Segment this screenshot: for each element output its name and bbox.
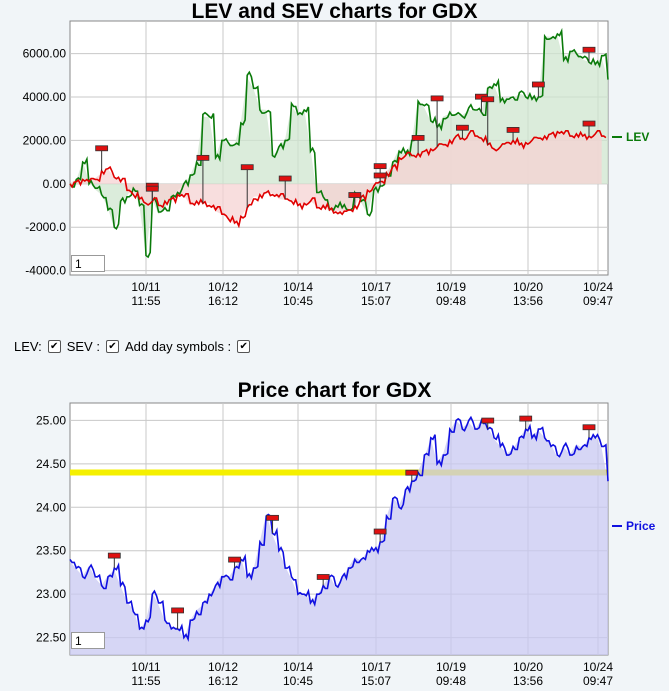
day-marker-flag [519,415,533,422]
y-tick-label: 25.00 [36,413,66,427]
x-tick-time: 16:12 [208,674,238,688]
series-line-lev [69,27,609,259]
x-tick-time: 11:55 [131,294,160,308]
day-marker-flag [582,424,596,431]
x-tick-time: 11:55 [131,674,160,688]
y-tick-label: 2000.00 [23,133,67,147]
x-tick-date: 10/14 [283,280,313,294]
day-marker-flag [582,120,596,127]
chart1-zoom-input[interactable]: 1 [71,255,105,272]
chart2-zoom-input[interactable]: 1 [71,632,105,649]
day-marker-flag [316,574,330,580]
x-tick-time: 09:47 [583,294,613,308]
x-tick-date: 10/19 [436,280,466,294]
x-tick-date: 10/14 [283,660,313,674]
day-marker-flag [145,185,159,192]
day-marker-flag [196,154,210,161]
x-tick-date: 10/20 [513,660,543,674]
day-symbols-checkbox[interactable]: ✔ [237,340,251,353]
x-tick-time: 10:45 [283,294,313,308]
day-marker-flag [171,607,185,614]
x-tick-time: 09:48 [436,674,466,688]
x-tick-date: 10/24 [583,660,613,674]
legend-label-price: Price [626,519,656,533]
day-marker-flag [107,552,121,559]
day-marker-flag [411,135,425,141]
x-tick-time: 09:47 [583,674,613,688]
x-tick-time: 09:48 [436,294,466,308]
chart2-title: Price chart for GDX [237,379,432,402]
series-line-sev [69,130,607,229]
lev-sev-chart: 6000.00 4000.00 2000.00 0.00 -2000.0 -4000.0 1… [23,20,649,308]
x-tick-date: 10/19 [436,660,466,674]
legend-label-lev: LEV [626,130,649,144]
sev-checkbox[interactable]: ✔ [105,340,119,353]
y-tick-label: 24.50 [36,457,66,471]
day-symbols-label: Add day symbols : [124,339,232,354]
day-marker-flag [95,145,109,152]
y-tick-label: 0.00 [43,177,67,191]
series-toggle-controls: LEV: ✔ SEV : ✔ Add day symbols : ✔ [14,339,252,354]
lev-toggle-label: LEV: [14,339,42,354]
x-tick-date: 10/12 [208,280,238,294]
y-tick-label: 22.50 [36,631,66,645]
x-tick-time: 10:45 [283,674,313,688]
day-marker-flag [456,124,469,131]
day-marker-flag [373,163,387,170]
x-tick-date: 10/20 [513,280,543,294]
day-marker-flag [531,81,545,88]
x-tick-time: 16:12 [208,294,238,308]
day-marker-flag [348,192,362,198]
x-tick-date: 10/17 [361,280,391,294]
x-tick-date: 10/17 [361,660,391,674]
day-marker-flag [373,172,387,179]
y-tick-label: 6000.00 [23,47,67,61]
x-tick-date: 10/24 [583,280,613,294]
x-tick-time: 13:56 [513,674,543,688]
series-area-price [70,419,608,655]
day-marker-flag [405,469,419,476]
y-tick-label: 23.00 [36,587,66,601]
day-marker-flag [373,528,387,535]
y-tick-label: -4000.0 [25,264,66,278]
y-tick-label: 23.50 [36,544,66,558]
y-tick-label: 24.00 [36,500,66,514]
y-tick-label: -2000.0 [25,220,66,234]
x-tick-date: 10/12 [208,660,238,674]
day-marker-flag [506,127,520,133]
day-marker-flag [266,514,279,521]
x-tick-date: 10/11 [131,280,160,294]
x-tick-date: 10/11 [131,660,160,674]
day-marker-flag [481,96,495,103]
day-marker-flag [582,46,596,53]
sev-toggle-label: SEV : [66,339,100,354]
lev-checkbox[interactable]: ✔ [47,340,61,353]
day-marker-flag [228,556,241,563]
chart1-title: LEV and SEV charts for GDX [191,0,478,23]
day-marker-flag [240,164,254,171]
y-tick-label: 4000.00 [23,90,67,104]
day-marker-flag [430,95,444,102]
x-tick-time: 15:07 [361,674,391,688]
day-marker-flag [278,175,292,182]
x-tick-time: 15:07 [361,294,391,308]
x-tick-time: 13:56 [513,294,543,308]
day-marker-flag [481,417,495,424]
series-line-price [69,415,609,642]
